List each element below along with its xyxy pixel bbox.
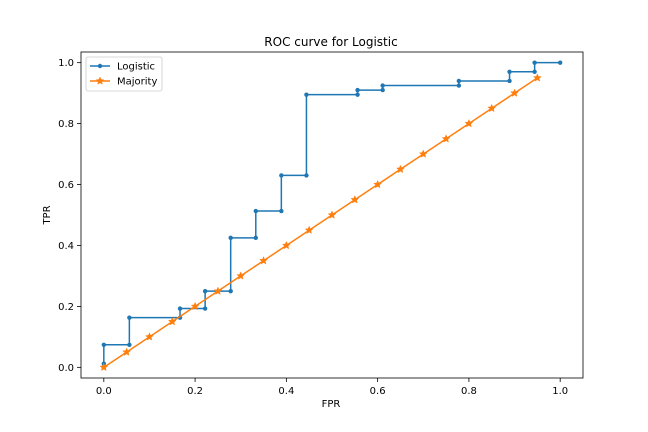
plot-frame [80,51,584,379]
data-point [213,286,223,295]
data-point [236,271,246,280]
y-tick-label: 0.2 [58,302,74,313]
x-axis-ticks: 0.0 0.2 0.4 0.6 0.8 1.0 [96,378,568,397]
x-tick-label: 0.0 [96,386,112,397]
series-logistic [101,60,563,370]
plot-area [80,51,584,379]
data-point [127,315,132,320]
data-point [304,173,309,178]
data-point [202,306,208,311]
data-point [464,118,474,128]
data-point [487,103,497,113]
data-point [507,69,512,75]
legend-marker [95,76,105,85]
data-point [380,87,385,93]
data-point [355,87,360,93]
legend-label: Majority [117,77,157,88]
data-point [122,347,132,356]
data-point [456,78,462,84]
data-point [507,78,512,84]
data-point [396,164,405,174]
data-point [304,225,314,234]
data-point [557,60,563,65]
data-point [304,92,309,97]
x-tick-label: 0.8 [461,386,477,397]
chart-title: ROC curve for Logistic [264,35,397,49]
series-line [103,61,561,368]
legend-marker [97,63,103,69]
y-tick-label: 0.4 [58,241,74,252]
data-point [532,69,537,75]
data-point [99,362,109,372]
data-point [259,256,268,265]
data-point [327,210,337,219]
data-point [253,235,258,241]
data-point [228,288,233,294]
x-tick-label: 1.0 [552,386,568,397]
data-point [279,173,284,178]
x-axis-label: FPR [322,399,341,410]
data-point [101,342,107,347]
data-point [228,235,233,241]
y-tick-label: 0.6 [58,180,74,191]
data-point [532,73,542,82]
data-point [441,134,451,143]
data-point [253,208,258,214]
x-tick-label: 0.4 [278,386,294,397]
data-point [279,208,284,214]
data-point [145,332,154,341]
legend-label: Logistic [117,62,155,73]
legend-item-majority: Majority [90,76,157,88]
y-axis-label: TPR [42,205,53,225]
x-tick-label: 0.6 [370,386,386,397]
y-tick-label: 1.0 [58,58,74,69]
data-point [167,316,177,326]
series-majority [99,73,542,372]
data-point [190,301,200,311]
data-point [177,306,183,311]
data-point [418,149,428,158]
x-tick-label: 0.2 [187,386,203,397]
data-point [380,83,385,88]
data-point [355,92,360,97]
y-axis-ticks: 0.0 0.2 0.4 0.6 0.8 1.0 [58,58,81,374]
data-point [350,195,360,204]
legend-item-logistic: Logistic [90,62,155,73]
legend: Logistic Majority [85,56,163,92]
y-tick-label: 0.0 [58,363,74,374]
series-line [103,77,538,368]
series-layer [99,60,563,372]
data-point [373,179,383,189]
data-point [202,288,208,294]
data-point [281,240,291,250]
data-point [532,60,537,65]
y-tick-label: 0.8 [58,119,74,130]
data-point [456,83,462,88]
data-point [127,342,132,347]
data-point [510,88,519,97]
